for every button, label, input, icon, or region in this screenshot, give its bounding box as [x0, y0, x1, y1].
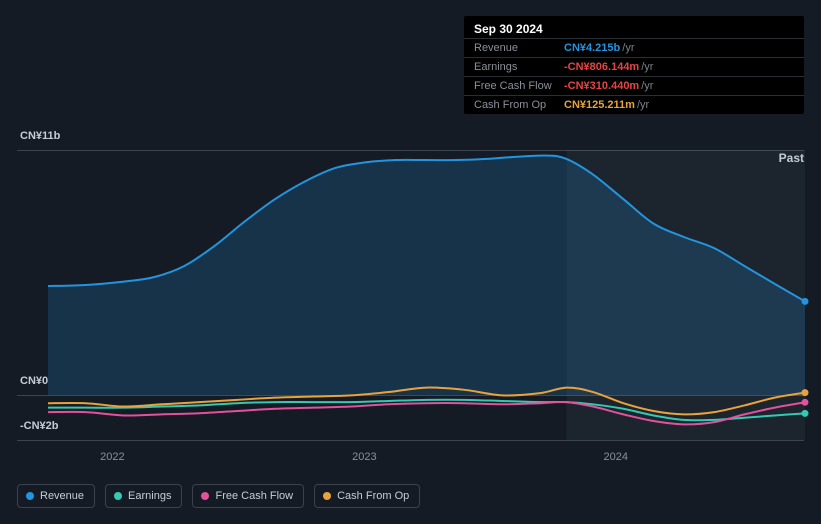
legend: Revenue Earnings Free Cash Flow Cash From O… [17, 484, 420, 508]
series-end-dot-earnings [802, 410, 809, 417]
legend-item-label: Earnings [128, 490, 171, 502]
legend-swatch-icon [26, 492, 34, 500]
series-end-dot-revenue [802, 298, 809, 305]
x-tick-label: 2022 [100, 451, 124, 463]
chart-plot [0, 0, 821, 524]
legend-item-label: Free Cash Flow [215, 490, 293, 502]
series-end-dot-cfo [802, 389, 809, 396]
legend-item-label: Cash From Op [337, 490, 409, 502]
legend-item-revenue[interactable]: Revenue [17, 484, 95, 508]
x-tick-label: 2023 [352, 451, 376, 463]
legend-item-cfo[interactable]: Cash From Op [314, 484, 420, 508]
legend-item-label: Revenue [40, 490, 84, 502]
legend-item-fcf[interactable]: Free Cash Flow [192, 484, 304, 508]
legend-swatch-icon [201, 492, 209, 500]
x-tick-label: 2024 [604, 451, 628, 463]
legend-swatch-icon [323, 492, 331, 500]
series-end-dot-fcf [802, 399, 809, 406]
legend-item-earnings[interactable]: Earnings [105, 484, 182, 508]
legend-swatch-icon [114, 492, 122, 500]
